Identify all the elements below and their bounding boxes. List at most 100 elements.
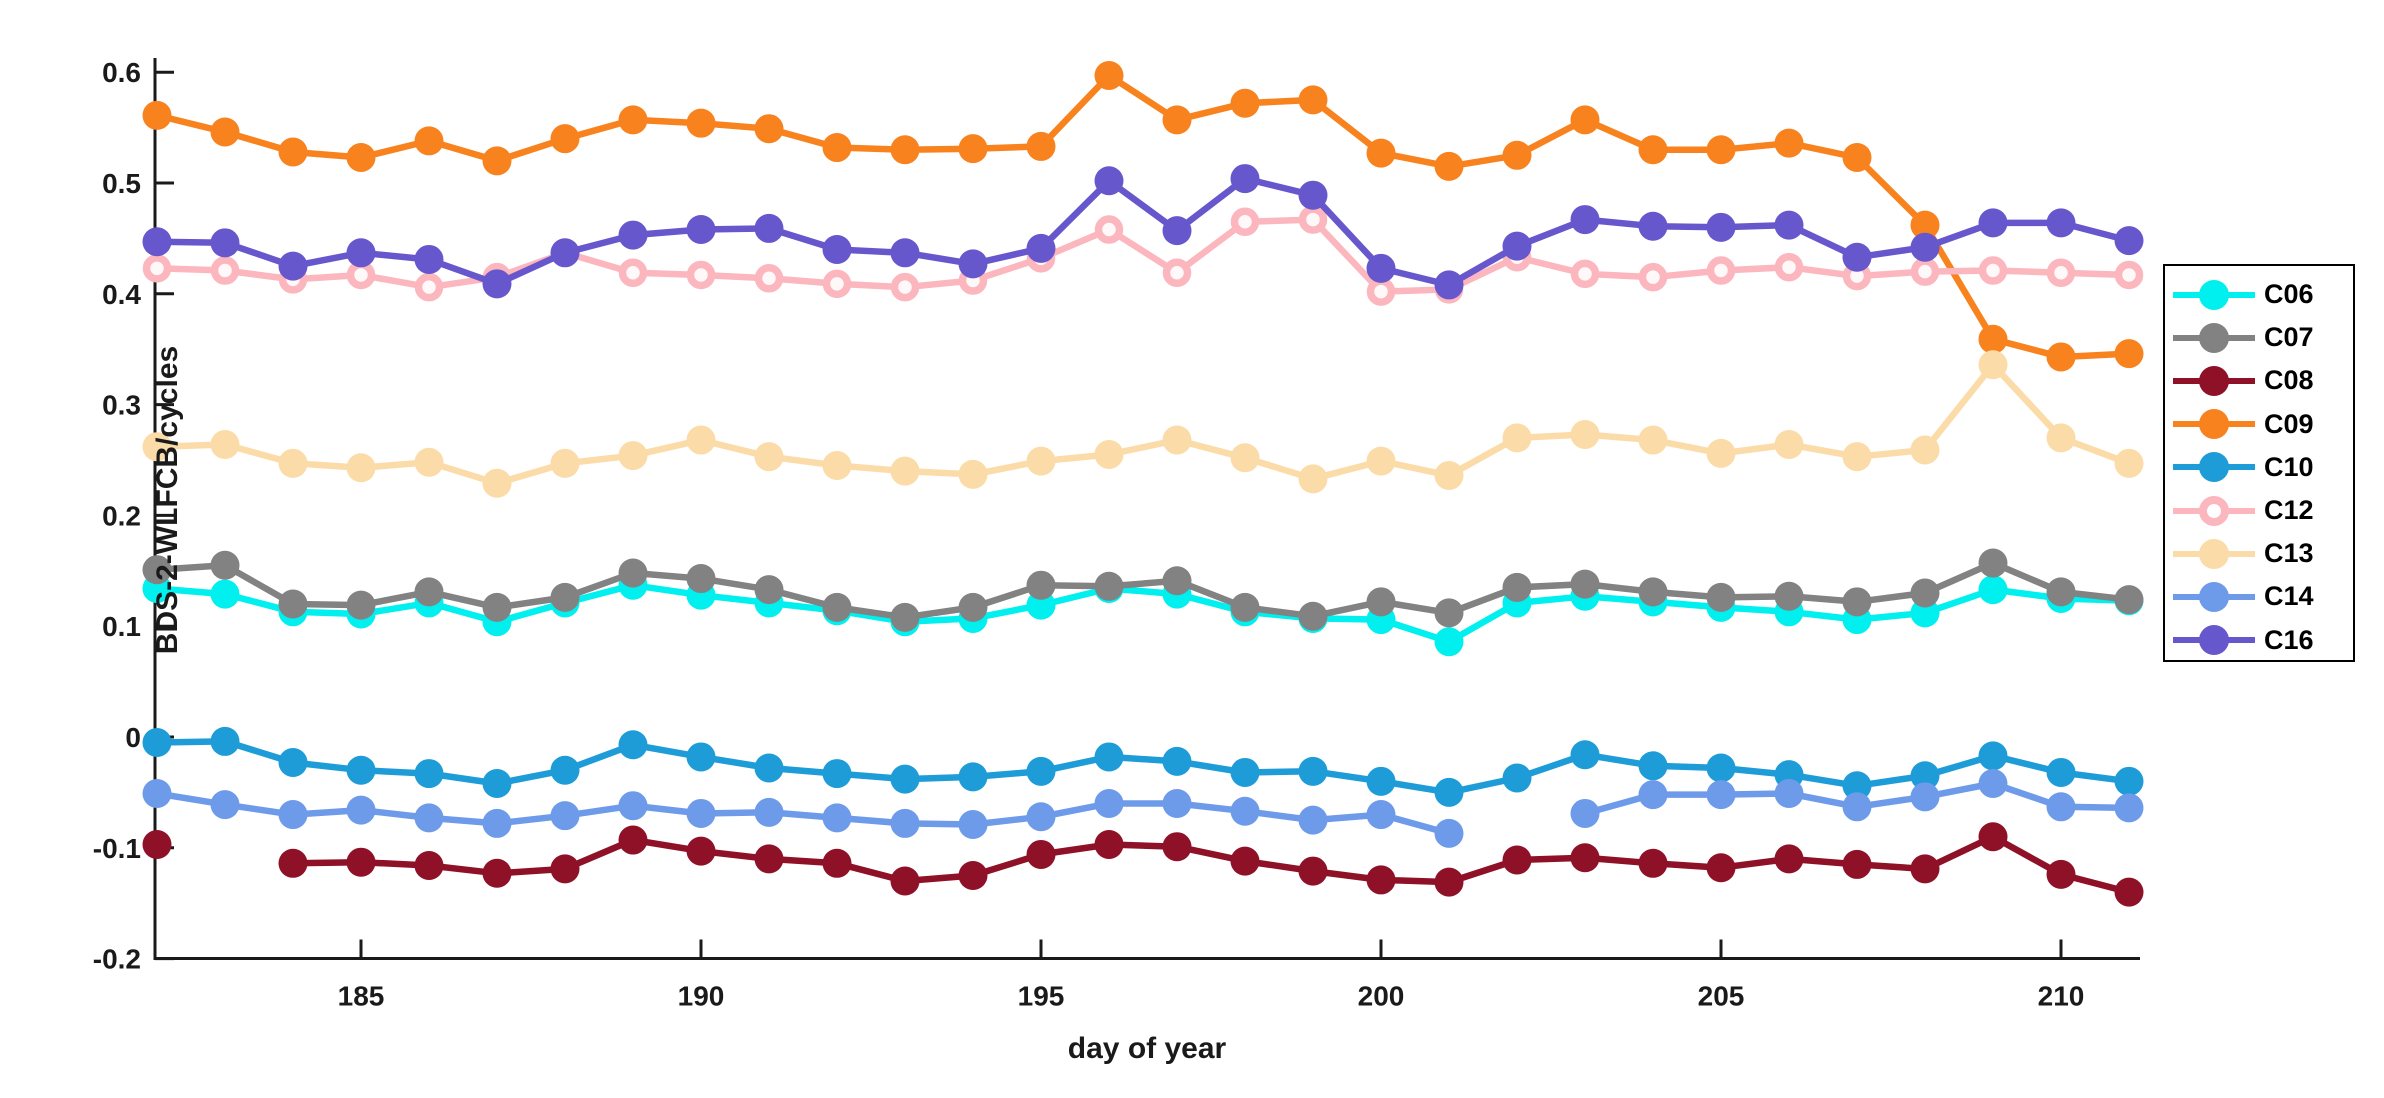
series-C07-point	[1570, 569, 1600, 599]
series-C09-point	[346, 143, 376, 173]
series-C08-point	[1910, 854, 1940, 884]
series-C14-point	[414, 803, 444, 833]
series-C07-point	[822, 592, 852, 622]
legend-label: C12	[2264, 495, 2314, 526]
legend-marker-icon	[2199, 495, 2229, 526]
series-C07-point	[2114, 585, 2144, 615]
series-C09-point	[2046, 342, 2076, 372]
y-tick-label: 0.2	[102, 500, 141, 531]
series-C14-point	[2114, 793, 2144, 823]
series-C16-line	[153, 175, 2133, 289]
legend-marker-icon	[2199, 365, 2229, 396]
series-C09-point	[550, 124, 580, 154]
series-C09-point	[1706, 135, 1736, 165]
series-C16-point	[686, 215, 716, 245]
series-C16-point	[1842, 242, 1872, 272]
series-C16-point	[1434, 270, 1464, 300]
legend-label: C07	[2264, 322, 2314, 353]
series-C09-point	[414, 126, 444, 156]
series-C08-point	[1706, 853, 1736, 883]
series-C16-point	[1978, 208, 2008, 238]
legend-label: C13	[2264, 538, 2314, 569]
legend-marker-icon	[2199, 538, 2229, 569]
series-C08-point	[2046, 859, 2076, 889]
series-C08-point	[278, 848, 308, 878]
y-tick-label: 0.6	[102, 57, 141, 88]
series-C14-point	[1162, 788, 1192, 818]
series-C12-point	[618, 258, 648, 287]
legend-marker-icon	[2199, 279, 2229, 310]
legend-item-C12: C12	[2165, 489, 2353, 532]
series-C07-point	[1502, 572, 1532, 602]
legend-line-sample-C10	[2173, 452, 2255, 483]
series-C14-point	[1706, 780, 1736, 810]
series-C14-point	[346, 795, 376, 825]
series-C13-point	[1094, 439, 1124, 469]
series-C16-point	[1706, 212, 1736, 242]
series-C09-point	[1978, 324, 2008, 354]
series-C09-point	[210, 117, 240, 147]
series-C09-point	[278, 137, 308, 167]
legend-line-sample-C06	[2173, 279, 2255, 310]
series-C13-point	[890, 456, 920, 486]
series-C14-point	[822, 803, 852, 833]
legend-item-C09: C09	[2165, 403, 2353, 446]
series-C07-point	[1094, 571, 1124, 601]
series-C16-point	[1366, 253, 1396, 283]
series-C12-point	[754, 264, 784, 293]
series-C16-point	[550, 238, 580, 268]
series-C08-point	[550, 854, 580, 884]
series-C12-point	[210, 256, 240, 285]
series-C10-point	[822, 759, 852, 789]
series-C08-point	[2114, 877, 2144, 907]
series-C13-point	[1366, 446, 1396, 476]
legend-item-C10: C10	[2165, 446, 2353, 489]
series-C09-point	[1774, 128, 1804, 158]
series-C16-point	[1026, 233, 1056, 263]
series-C09-point	[958, 134, 988, 164]
series-C08-point	[1434, 867, 1464, 897]
x-tick-label: 205	[1698, 981, 1745, 1012]
series-C08-point	[1978, 822, 2008, 852]
series-C16-point	[2046, 208, 2076, 238]
series-C16-point	[1910, 232, 1940, 262]
legend-marker-icon	[2199, 452, 2229, 483]
series-C06-point	[1910, 598, 1940, 628]
series-C13-point	[822, 451, 852, 481]
series-C12-point	[346, 260, 376, 290]
series-C14-point	[1842, 792, 1872, 822]
series-C07-point	[754, 575, 784, 605]
series-C14-point	[2046, 792, 2076, 822]
series-C14-point	[1366, 800, 1396, 830]
series-C09-point	[1638, 135, 1668, 165]
series-C10-point	[1570, 740, 1600, 770]
series-C16-point	[1162, 216, 1192, 246]
legend-marker-icon	[2199, 625, 2229, 656]
legend-line-sample-C08	[2173, 365, 2255, 396]
series-C09-point	[142, 100, 172, 130]
series-C12-point	[2114, 260, 2144, 290]
legend-label: C16	[2264, 624, 2314, 655]
series-C16-point	[482, 269, 512, 299]
y-tick-label: 0.1	[102, 611, 141, 642]
series-C13-point	[618, 441, 648, 471]
series-C12-point	[1298, 205, 1328, 234]
legend-label: C06	[2264, 279, 2314, 310]
series-C13-point	[414, 447, 444, 477]
series-C10-point	[754, 753, 784, 783]
series-C13-point	[1026, 446, 1056, 476]
legend-line-sample-C07	[2173, 322, 2255, 353]
x-axis-label: day of year	[1067, 1032, 1227, 1065]
series-C07-point	[1434, 598, 1464, 628]
series-C07-point	[1706, 582, 1736, 612]
legend-label: C08	[2264, 365, 2314, 396]
series-C08-point	[1094, 829, 1124, 859]
series-C10-point	[1026, 756, 1056, 786]
legend-line-sample-C12	[2173, 495, 2255, 526]
series-C10-point	[482, 769, 512, 799]
series-C14-point	[1978, 769, 2008, 799]
series-C10-point	[1162, 746, 1192, 776]
series-C07-point	[1298, 601, 1328, 631]
series-C14-point	[210, 790, 240, 820]
series-C07-point	[1230, 592, 1260, 622]
